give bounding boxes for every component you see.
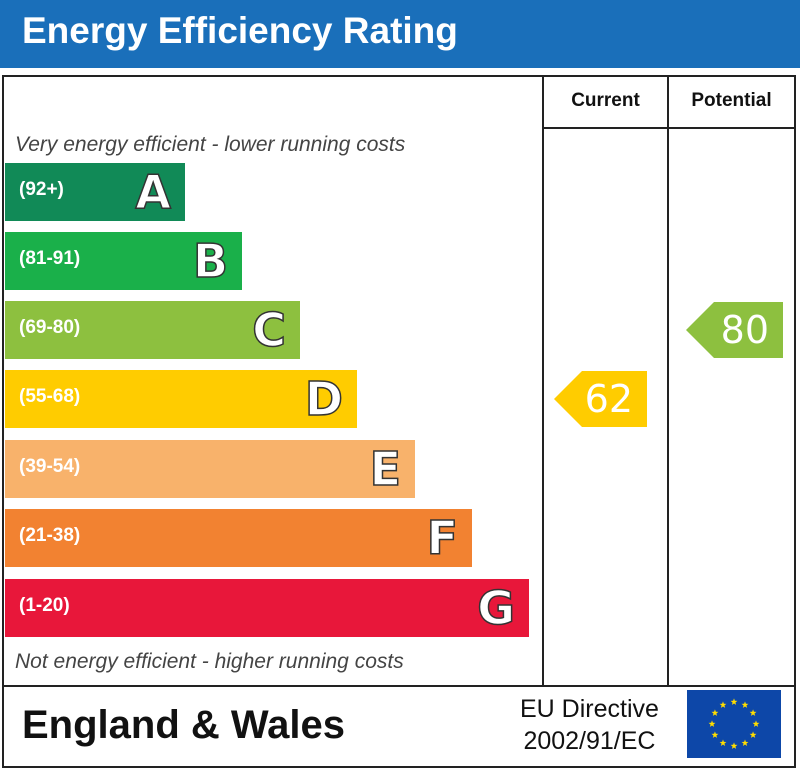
band-letter: G: [476, 580, 515, 636]
potential-rating-arrow: 80: [686, 302, 783, 358]
eu-star-icon: [749, 731, 757, 738]
band-range-label: (81-91): [19, 248, 81, 269]
current-rating-arrow: 62: [554, 371, 647, 427]
eu-star-icon: [719, 739, 727, 746]
header-divider: [542, 127, 796, 129]
eu-star-icon: [730, 698, 738, 705]
divider-current: [542, 75, 544, 687]
band-range-label: (21-38): [19, 525, 81, 546]
title-bar: Energy Efficiency Rating: [0, 0, 800, 68]
eu-star-icon: [752, 720, 760, 727]
band-d: (55-68) D: [5, 370, 357, 428]
band-b: (81-91) B: [5, 232, 242, 290]
eu-star-icon: [708, 720, 716, 727]
current-arrow-shape: [554, 371, 647, 427]
page-title: Energy Efficiency Rating: [22, 10, 458, 51]
eu-star-icon: [741, 739, 749, 746]
column-potential-header: Potential: [691, 90, 772, 111]
potential-arrow-shape: [686, 302, 783, 358]
note-efficient: Very energy efficient - lower running co…: [15, 133, 406, 156]
eu-star-icon: [711, 709, 719, 716]
band-letter: A: [135, 164, 172, 220]
eu-star-icon: [741, 701, 749, 708]
band-letter: D: [304, 371, 344, 427]
eu-directive-line2: 2002/91/EC: [523, 727, 656, 755]
eu-star-icon: [730, 742, 738, 749]
band-c: (69-80) C: [5, 301, 300, 359]
band-range-label: (39-54): [19, 456, 81, 477]
band-letter: F: [426, 510, 459, 566]
eu-star-icon: [749, 709, 757, 716]
eu-directive: EU Directive 2002/91/EC: [520, 693, 659, 757]
band-range-label: (69-80): [19, 317, 81, 338]
band-a: (92+) A: [5, 163, 185, 221]
band-letter: B: [192, 233, 229, 289]
footer-divider: [2, 685, 796, 687]
current-rating-value: 62: [584, 377, 633, 421]
band-range-label: (55-68): [19, 386, 81, 407]
band-range-label: (1-20): [19, 595, 70, 616]
note-inefficient: Not energy efficient - higher running co…: [15, 650, 404, 673]
region-label: England & Wales: [22, 703, 346, 747]
band-letter: C: [251, 302, 286, 358]
band-f: (21-38) F: [5, 509, 472, 567]
eu-flag-icon: [687, 690, 781, 758]
band-g: (1-20) G: [5, 579, 529, 637]
band-e: (39-54) E: [5, 440, 415, 498]
eu-star-icon: [719, 701, 727, 708]
potential-rating-value: 80: [720, 308, 769, 352]
band-range-label: (92+): [19, 179, 64, 200]
divider-potential: [667, 75, 669, 687]
eu-directive-line1: EU Directive: [520, 695, 659, 723]
rating-table: [2, 75, 796, 768]
eu-star-icon: [711, 731, 719, 738]
band-letter: E: [369, 441, 402, 497]
column-current-header: Current: [571, 90, 640, 111]
